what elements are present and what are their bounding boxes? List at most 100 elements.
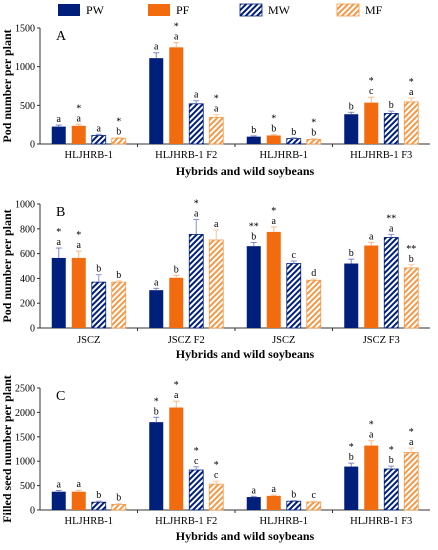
data-annotation: b [389, 100, 394, 111]
data-annotation: b [349, 452, 354, 463]
bar-pw [51, 126, 66, 144]
panel-label: A [56, 29, 67, 44]
data-annotation: * [174, 22, 179, 33]
data-annotation: * [271, 114, 276, 125]
bar-pw [51, 257, 66, 328]
bar-pw [246, 497, 261, 510]
bar-pw [149, 422, 164, 510]
bar-mf [403, 101, 419, 145]
bar-pf [266, 135, 281, 144]
bar-pw [149, 290, 164, 328]
data-annotation: * [214, 460, 219, 471]
legend-label-pf: PF [176, 3, 190, 17]
data-annotation: a [409, 437, 414, 448]
legend: PW PF MW MF [58, 3, 383, 17]
bar-pf [71, 491, 86, 510]
y-tick-label: 0 [30, 324, 35, 335]
data-annotation: d [311, 268, 316, 279]
y-tick-label: 1500 [15, 432, 35, 443]
x-tick-label: JSCZ [77, 335, 100, 346]
data-annotation: a [57, 114, 62, 125]
data-annotation: c [214, 470, 219, 481]
data-annotation: a [174, 390, 179, 401]
data-annotation: * [194, 446, 199, 457]
data-annotation: b [251, 125, 256, 136]
y-tick-label: 1000 [15, 200, 35, 211]
bar-pf [266, 231, 281, 328]
bar-mf [403, 452, 419, 511]
data-annotation: c [369, 86, 374, 97]
legend-item-pf: PF [148, 3, 190, 17]
data-annotation: * [194, 199, 199, 210]
bar-pf [364, 102, 379, 144]
bar-mw [188, 103, 204, 145]
y-tick-label: 600 [20, 249, 35, 260]
data-annotation: a [77, 113, 82, 124]
legend-label-pw: PW [86, 3, 105, 17]
legend-swatch-mw [239, 3, 263, 17]
y-tick-label: 400 [20, 274, 35, 285]
bar-pf [169, 277, 184, 328]
data-annotation: c [292, 250, 297, 261]
data-annotation: ** [386, 213, 396, 224]
data-annotation: b [116, 270, 121, 281]
legend-label-mw: MW [268, 3, 291, 17]
data-annotation: a [77, 240, 82, 251]
x-tick-label: HLJHRB-1 F2 [155, 150, 217, 161]
y-tick-label: 2000 [15, 408, 35, 419]
y-tick-label: 1500 [15, 24, 35, 35]
x-tick-label: HLJHRB-1 F2 [155, 516, 217, 527]
data-annotation: a [369, 231, 374, 242]
data-annotation: a [194, 90, 199, 101]
legend-swatch-pw [58, 4, 80, 16]
data-annotation: * [271, 206, 276, 217]
bar-mw [383, 468, 399, 511]
bar-mw [286, 138, 302, 145]
y-axis-label: Pod number per plant [0, 209, 14, 322]
data-annotation: c [194, 456, 199, 467]
data-annotation: b [96, 264, 101, 275]
bar-mf [208, 483, 224, 511]
data-annotation: b [116, 126, 121, 137]
bar-pw [344, 114, 359, 144]
bar-mw [91, 501, 107, 511]
bar-pw [246, 136, 261, 144]
y-axis-label: Filled seed number per plant [0, 375, 14, 523]
data-annotation: * [154, 396, 159, 407]
bar-mw [286, 263, 302, 329]
data-annotation: a [154, 42, 159, 53]
data-annotation: * [214, 94, 219, 105]
data-annotation: a [154, 277, 159, 288]
bar-mw [383, 113, 399, 145]
x-axis-label: Hybrids and wild soybeans [176, 529, 315, 543]
data-annotation: b [291, 489, 296, 500]
legend-item-mf: MF [336, 3, 383, 17]
x-tick-label: JSCZ F2 [168, 335, 205, 346]
data-annotation: * [409, 77, 414, 88]
data-annotation: * [349, 442, 354, 453]
bar-pf [169, 407, 184, 510]
data-annotation: a [194, 209, 199, 220]
bar-pw [149, 58, 164, 144]
bar-mf [306, 279, 322, 329]
data-annotation: b [389, 455, 394, 466]
data-annotation: * [76, 103, 81, 114]
x-tick-label: HLJHRB-1 F3 [350, 516, 412, 527]
data-annotation: * [389, 445, 394, 456]
data-annotation: a [97, 123, 102, 134]
legend-swatch-mf [336, 3, 360, 17]
panels: A 0 500 1000 1500 Pod number per plant Hybrids… [0, 22, 430, 543]
data-annotation: a [409, 87, 414, 98]
bar-pf [266, 495, 281, 510]
data-annotation: b [311, 128, 316, 139]
bar-pw [344, 466, 359, 510]
bar-pf [169, 47, 184, 145]
legend-label-mf: MF [365, 3, 383, 17]
legend-swatch-pf [148, 4, 170, 16]
y-tick-label: 0 [30, 140, 35, 151]
y-tick-label: 500 [20, 481, 35, 492]
data-annotation: a [174, 32, 179, 43]
